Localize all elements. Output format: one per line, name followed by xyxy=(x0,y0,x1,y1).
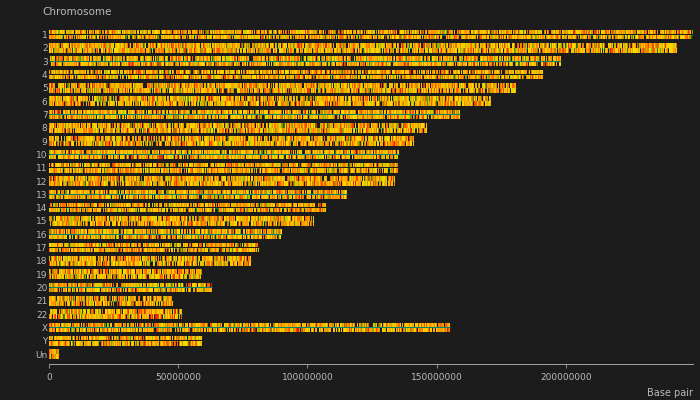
Text: Base pair: Base pair xyxy=(647,388,693,398)
Text: Chromosome: Chromosome xyxy=(43,6,112,16)
